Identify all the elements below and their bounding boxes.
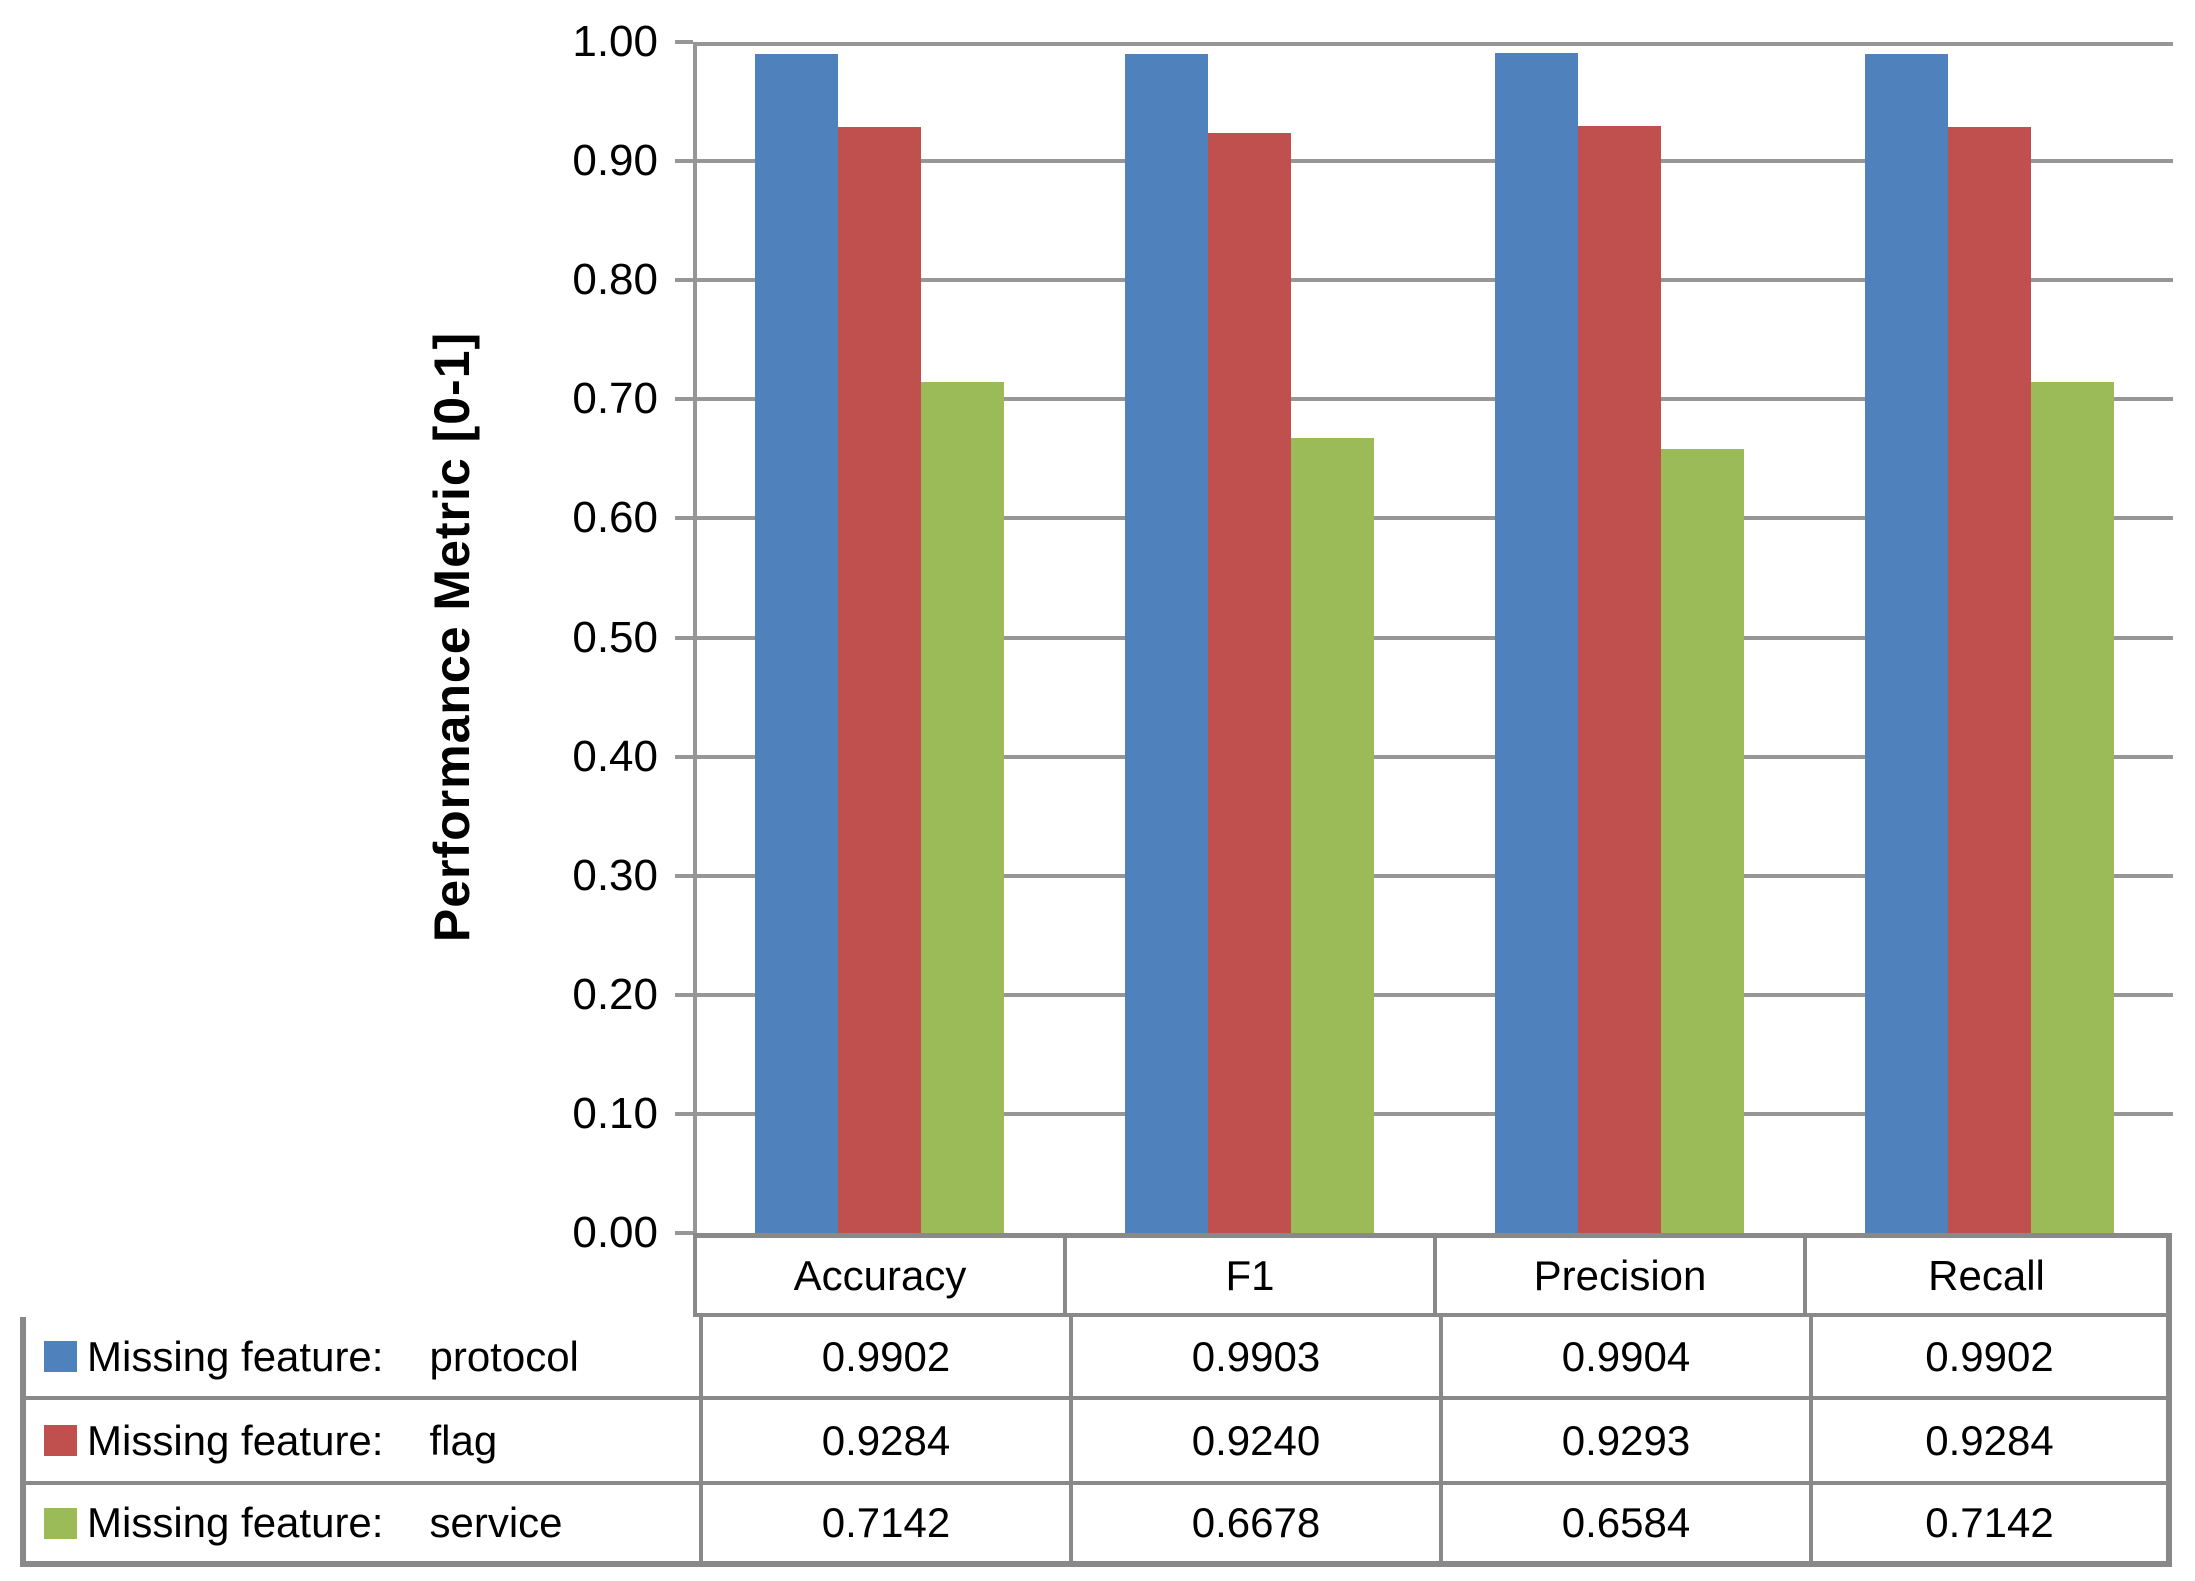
y-axis-tick-label: 0.00 [572, 1208, 658, 1257]
legend-cell-service: Missing feature: service [26, 1485, 699, 1561]
header-cell-accuracy: Accuracy [693, 1238, 1063, 1313]
y-axis-tick-label: 0.90 [572, 136, 658, 185]
table-header-row: Accuracy F1 Precision Recall [693, 1233, 2172, 1317]
gridline-0.30 [697, 874, 2173, 878]
y-axis-tick-label: 0.50 [572, 613, 658, 662]
y-axis-tick [675, 993, 693, 997]
legend-feature-name: flag [429, 1416, 498, 1464]
bar-service-precision [1661, 448, 1744, 1233]
y-axis-tick [675, 874, 693, 878]
legend-cell-protocol: Missing feature: protocol [26, 1317, 699, 1396]
y-axis-tick [675, 516, 693, 520]
y-axis-tick-label: 0.30 [572, 851, 658, 900]
gridline-0.10 [697, 1112, 2173, 1116]
value-cell-service-recall: 0.7142 [1809, 1485, 2166, 1561]
y-axis-tick [675, 1231, 693, 1235]
legend-label-prefix: Missing feature: [87, 1332, 384, 1380]
gridline-0.80 [697, 278, 2173, 282]
y-axis-tick [675, 159, 693, 163]
legend-label-prefix: Missing feature: [87, 1499, 384, 1546]
legend-label-prefix: Missing feature: [87, 1416, 384, 1464]
header-cell-recall: Recall [1803, 1238, 2166, 1313]
y-axis-tick-label: 1.00 [572, 17, 658, 66]
legend-swatch-protocol [44, 1341, 77, 1372]
header-cell-f1: F1 [1063, 1238, 1433, 1313]
value-cell-flag-f1: 0.9240 [1069, 1400, 1439, 1481]
legend-swatch-service [44, 1507, 77, 1539]
table-row-protocol: Missing feature: protocol 0.9902 0.9903 0.99… [20, 1317, 2172, 1400]
legend-feature-name: protocol [429, 1332, 579, 1380]
y-axis-tick-label: 0.20 [572, 970, 658, 1019]
plot-area [693, 42, 2173, 1233]
gridline-0.90 [697, 159, 2173, 163]
bar-service-accuracy [921, 382, 1004, 1233]
y-axis-tick-label: 0.10 [572, 1089, 658, 1138]
y-axis-tick-label: 0.80 [572, 255, 658, 304]
bar-protocol-recall [1865, 53, 1948, 1233]
y-axis-tick [675, 1112, 693, 1116]
gridline-0.40 [697, 755, 2173, 759]
value-cell-flag-recall: 0.9284 [1809, 1400, 2166, 1481]
y-axis-tick [675, 278, 693, 282]
header-cell-precision: Precision [1433, 1238, 1803, 1313]
y-axis-tick-label: 0.40 [572, 732, 658, 781]
y-axis-tick [675, 636, 693, 640]
value-cell-protocol-precision: 0.9904 [1439, 1317, 1809, 1396]
gridline-0.60 [697, 516, 2173, 520]
gridline-1.00 [697, 42, 2173, 46]
y-axis-tick-label: 0.60 [572, 493, 658, 542]
value-cell-service-f1: 0.6678 [1069, 1485, 1439, 1561]
bar-protocol-accuracy [755, 53, 838, 1233]
value-cell-flag-accuracy: 0.9284 [699, 1400, 1069, 1481]
bar-flag-recall [1948, 127, 2031, 1233]
value-cell-service-precision: 0.6584 [1439, 1485, 1809, 1561]
bar-group-f1 [1067, 42, 1437, 1233]
gridline-0.20 [697, 993, 2173, 997]
gridline-0.50 [697, 636, 2173, 640]
bar-group-precision [1437, 42, 1807, 1233]
bar-service-f1 [1291, 437, 1374, 1233]
value-cell-protocol-f1: 0.9903 [1069, 1317, 1439, 1396]
value-cell-protocol-accuracy: 0.9902 [699, 1317, 1069, 1396]
bar-group-accuracy [697, 42, 1067, 1233]
value-cell-service-accuracy: 0.7142 [699, 1485, 1069, 1561]
table-row-flag: Missing feature: flag 0.9284 0.9240 0.9293 0.… [20, 1400, 2172, 1485]
y-axis-tick [675, 397, 693, 401]
bar-flag-precision [1578, 126, 1661, 1233]
bar-protocol-precision [1495, 53, 1578, 1233]
value-cell-flag-precision: 0.9293 [1439, 1400, 1809, 1481]
legend-swatch-flag [44, 1425, 77, 1456]
gridline-0.70 [697, 397, 2173, 401]
bar-flag-accuracy [838, 127, 921, 1233]
bar-service-recall [2031, 382, 2114, 1233]
value-cell-protocol-recall: 0.9902 [1809, 1317, 2166, 1396]
y-axis-tick [675, 755, 693, 759]
legend-cell-flag: Missing feature: flag [26, 1400, 699, 1481]
bar-flag-f1 [1208, 132, 1291, 1233]
bar-protocol-f1 [1125, 53, 1208, 1233]
legend-feature-name: service [429, 1499, 563, 1546]
y-axis-tick [675, 40, 693, 44]
y-axis-tick-label: 0.70 [572, 374, 658, 423]
table-row-service: Missing feature: service 0.7142 0.6678 0.658… [20, 1485, 2172, 1567]
bar-group-recall [1807, 42, 2177, 1233]
